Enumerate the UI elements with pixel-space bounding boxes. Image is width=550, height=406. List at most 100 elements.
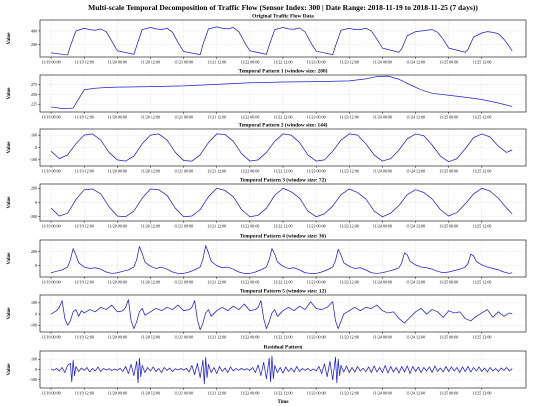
x-tick-label: 11/23 12:00 [340, 115, 359, 120]
y-tick-label: 100 [31, 300, 37, 305]
x-tick-label: 11/24 00:00 [373, 169, 392, 174]
panels-group: Original Traffic Flow Data 11/19 00:00 11/… [7, 14, 527, 396]
panel-5: Temporal Pattern 4 (window size: 36) 11/1… [7, 233, 527, 285]
series-line [50, 245, 513, 274]
y-tick-label: 0 [35, 311, 37, 316]
y-tick-label: 100 [31, 133, 37, 138]
y-tick-label: 0 [35, 367, 37, 372]
x-tick-label: 11/24 00:00 [373, 115, 392, 120]
y-axis-label: Value [7, 196, 12, 209]
y-tick-label: 250 [31, 92, 37, 97]
x-tick-label: 11/22 00:00 [240, 335, 259, 340]
x-tick-label: 11/21 00:00 [174, 224, 193, 229]
x-tick-label: 11/23 00:00 [307, 115, 326, 120]
plot-frame [39, 350, 527, 389]
x-tick-label: 11/23 12:00 [340, 391, 359, 396]
y-tick-label: -200 [30, 214, 37, 219]
x-tick-label: 11/19 00:00 [42, 60, 61, 65]
x-tick-label: 11/23 12:00 [340, 169, 359, 174]
panel-title: Temporal Pattern 1 (window size: 288) [239, 68, 328, 75]
x-tick-label: 11/21 00:00 [174, 60, 193, 65]
x-tick-label: 11/22 00:00 [240, 280, 259, 285]
x-tick-label: 11/19 12:00 [75, 280, 94, 285]
x-tick-label: 11/25 12:00 [472, 391, 491, 396]
x-tick-label: 11/19 12:00 [75, 169, 94, 174]
panel-title: Temporal Pattern 2 (window size: 144) [239, 122, 328, 129]
x-tick-label: 11/19 00:00 [42, 335, 61, 340]
x-tick-label: 11/23 00:00 [307, 280, 326, 285]
x-tick-label: 11/20 00:00 [108, 391, 127, 396]
x-tick-label: 11/25 12:00 [472, 169, 491, 174]
panel-title: Temporal Pattern 4 (window size: 36) [240, 233, 326, 240]
plot-frame [39, 74, 527, 113]
x-tick-label: 11/24 12:00 [406, 280, 425, 285]
x-tick-label: 11/23 00:00 [307, 169, 326, 174]
x-axis-label: Time [277, 400, 289, 405]
y-tick-label: 0 [35, 200, 37, 205]
plot-frame [39, 128, 527, 167]
x-tick-label: 11/25 12:00 [472, 115, 491, 120]
panel-7: Residual Pattern 11/19 00:00 11/19 12:00 11… [7, 345, 527, 396]
x-tick-label: 11/21 00:00 [174, 280, 193, 285]
y-axis-label: Value [7, 252, 12, 265]
y-tick-label: 200 [31, 42, 37, 47]
x-tick-label: 11/23 00:00 [307, 335, 326, 340]
x-tick-label: 11/21 00:00 [174, 391, 193, 396]
x-tick-label: 11/23 00:00 [307, 224, 326, 229]
y-axis-label: Value [7, 87, 12, 100]
x-tick-label: 11/20 12:00 [141, 224, 160, 229]
y-tick-label: 400 [31, 28, 37, 33]
x-tick-label: 11/25 00:00 [439, 224, 458, 229]
x-tick-label: 11/21 00:00 [174, 169, 193, 174]
plot-frame [39, 239, 527, 278]
x-tick-label: 11/19 12:00 [75, 391, 94, 396]
x-tick-label: 11/22 12:00 [273, 335, 292, 340]
y-axis-label: Value [7, 32, 12, 45]
x-tick-label: 11/19 00:00 [42, 169, 61, 174]
x-tick-label: 11/21 12:00 [207, 224, 226, 229]
y-tick-label: -100 [30, 157, 37, 162]
x-tick-label: 11/25 00:00 [439, 115, 458, 120]
x-tick-label: 11/22 00:00 [240, 60, 259, 65]
x-tick-label: 11/22 00:00 [240, 224, 259, 229]
series-line [50, 187, 513, 218]
x-tick-label: 11/20 00:00 [108, 60, 127, 65]
x-tick-label: 11/24 00:00 [373, 60, 392, 65]
x-tick-label: 11/21 12:00 [207, 335, 226, 340]
panel-2: Temporal Pattern 1 (window size: 288) 11/… [7, 68, 527, 120]
x-tick-label: 11/19 00:00 [42, 391, 61, 396]
x-tick-label: 11/22 12:00 [273, 115, 292, 120]
x-tick-label: 11/22 00:00 [240, 391, 259, 396]
panel-title: Temporal Pattern 5 (window size: 12) [240, 288, 326, 295]
y-tick-label: 275 [31, 82, 37, 87]
panel-title: Residual Pattern [264, 345, 303, 351]
y-tick-label: -100 [30, 323, 37, 328]
panel-1: Original Traffic Flow Data 11/19 00:00 11/… [7, 14, 527, 65]
x-tick-label: 11/25 00:00 [439, 335, 458, 340]
y-tick-label: 200 [31, 249, 37, 254]
x-tick-label: 11/23 00:00 [307, 60, 326, 65]
y-tick-label: 100 [31, 357, 37, 362]
x-tick-label: 11/19 00:00 [42, 224, 61, 229]
x-tick-label: 11/21 12:00 [207, 115, 226, 120]
x-tick-label: 11/22 12:00 [273, 391, 292, 396]
x-tick-label: 11/24 00:00 [373, 280, 392, 285]
x-tick-label: 11/19 12:00 [75, 60, 94, 65]
x-tick-label: 11/22 00:00 [240, 169, 259, 174]
x-tick-label: 11/21 00:00 [174, 335, 193, 340]
figure-title: Multi-scale Temporal Decomposition of Tr… [88, 3, 478, 12]
x-tick-label: 11/24 00:00 [373, 391, 392, 396]
x-tick-label: 11/19 00:00 [42, 115, 61, 120]
x-tick-label: 11/23 12:00 [340, 280, 359, 285]
x-tick-label: 11/20 12:00 [141, 60, 160, 65]
x-tick-label: 11/20 12:00 [141, 280, 160, 285]
y-axis-label: Value [7, 141, 12, 154]
x-tick-label: 11/24 00:00 [373, 335, 392, 340]
x-tick-label: 11/25 00:00 [439, 391, 458, 396]
x-tick-label: 11/21 12:00 [207, 391, 226, 396]
x-tick-label: 11/19 12:00 [75, 224, 94, 229]
x-tick-label: 11/25 00:00 [439, 280, 458, 285]
x-tick-label: 11/25 12:00 [472, 60, 491, 65]
x-tick-label: 11/23 12:00 [340, 335, 359, 340]
